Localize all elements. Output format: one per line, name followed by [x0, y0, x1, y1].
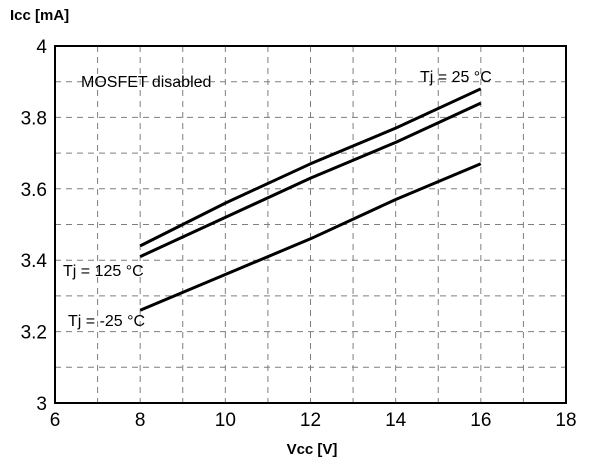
- y-tick-label: 3.4: [21, 251, 48, 272]
- series-line-0: [139, 87, 482, 248]
- y-tick-labels: 3 3.2 3.4 3.6 3.8 4: [21, 37, 48, 415]
- series-layer: [139, 87, 482, 312]
- y-tick-label: 3: [36, 394, 47, 415]
- grid: [55, 46, 566, 403]
- x-tick-label: 8: [135, 410, 146, 431]
- y-tick-label: 3.2: [21, 323, 47, 344]
- x-tick-label: 10: [215, 410, 236, 431]
- x-tick-label: 18: [555, 410, 576, 431]
- x-tick-label: 12: [300, 410, 321, 431]
- series-label-25c: Tj = 25 °C: [420, 69, 492, 86]
- series-line-1: [139, 101, 482, 258]
- x-tick-label: 16: [470, 410, 491, 431]
- y-tick-label: 4: [36, 37, 47, 58]
- series-label-minus25c: Tj = -25 °C: [68, 313, 145, 330]
- series-line-2: [139, 162, 482, 312]
- x-tick-label: 14: [385, 410, 407, 431]
- x-tick-labels: 6 8 10 12 14 16 18: [50, 410, 577, 431]
- plot-area-frame: [54, 45, 567, 404]
- x-tick-label: 6: [50, 410, 61, 431]
- y-tick-label: 3.6: [21, 180, 47, 201]
- x-axis-title: Vcc [V]: [287, 441, 338, 458]
- y-tick-label: 3.8: [21, 108, 47, 129]
- series-label-125c: Tj = 125 °C: [63, 263, 144, 280]
- condition-annotation: MOSFET disabled: [81, 74, 211, 91]
- y-axis-title: Icc [mA]: [10, 7, 69, 24]
